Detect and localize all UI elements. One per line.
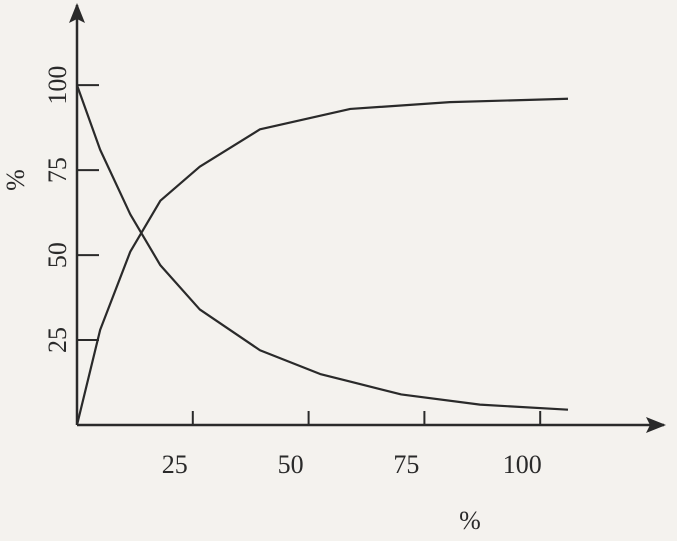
x-tick-label: 50	[278, 450, 304, 479]
y-axis-arrow	[69, 3, 85, 23]
x-tick-label: 25	[162, 450, 188, 479]
y-tick-label: 50	[43, 242, 72, 268]
x-tick-label: 75	[393, 450, 419, 479]
curve	[75, 97, 569, 426]
y-tick-label: 100	[43, 66, 72, 105]
x-axis-arrow	[646, 417, 666, 433]
x-axis-label: %	[459, 506, 481, 535]
y-axis-label: %	[1, 169, 30, 191]
y-tick-label: 75	[43, 157, 72, 183]
curve	[75, 84, 569, 411]
y-tick-label: 25	[43, 327, 72, 353]
x-tick-label: 100	[503, 450, 542, 479]
